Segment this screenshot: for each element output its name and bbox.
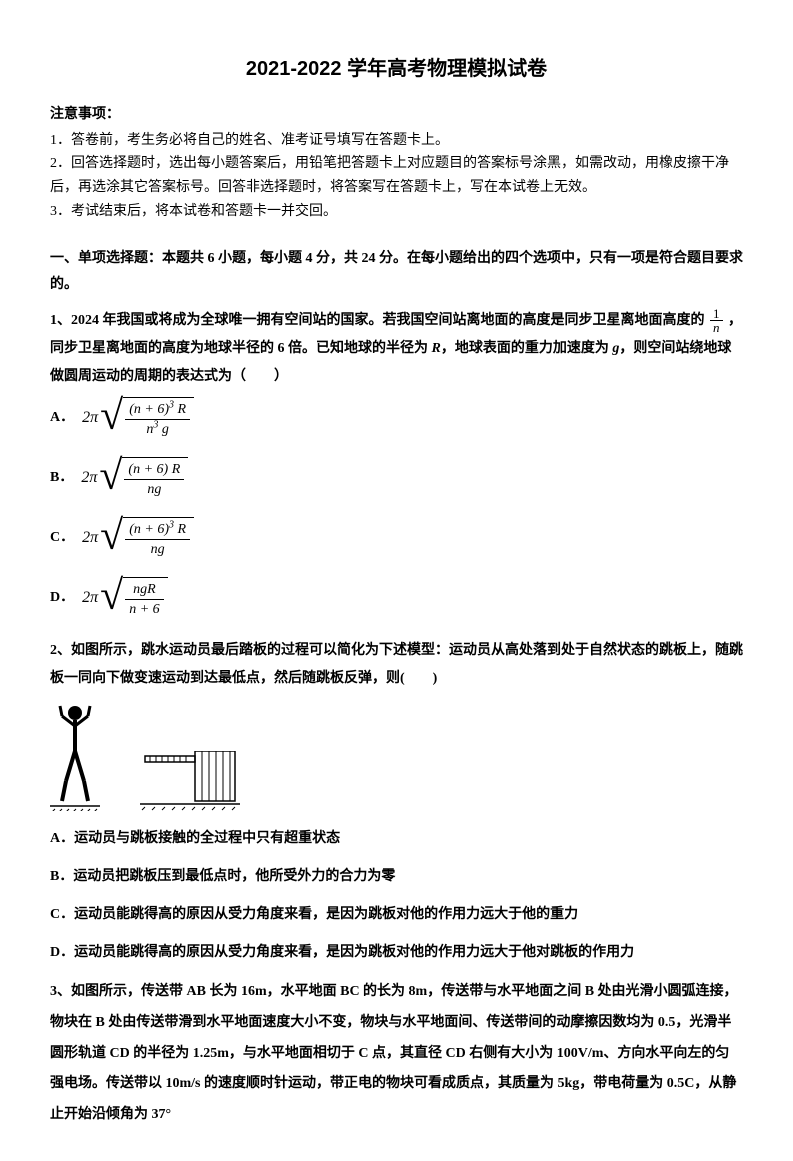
notice-item-3: 3．考试结束后，将本试卷和答题卡一并交回。	[50, 200, 743, 224]
q1-option-b: B． 2π √ (n + 6) R ng	[50, 457, 743, 499]
q1-opt-b-label: B．	[50, 465, 73, 492]
q1-opt-b-formula: 2π √ (n + 6) R ng	[81, 457, 188, 499]
q1-frac-num: 1	[710, 307, 723, 321]
q2-option-d: D．运动员能跳得高的原因从受力角度来看，是因为跳板对他的作用力远大于他对跳板的作…	[50, 939, 743, 967]
diver-figure-icon	[50, 701, 100, 811]
q1-fraction-1n: 1 n	[710, 307, 723, 334]
q1-options: A． 2π √ (n + 6)3 R n3 g B． 2π √	[50, 397, 743, 619]
question-1: 1、2024 年我国或将成为全球唯一拥有空间站的国家。若我国空间站离地面的高度是…	[50, 307, 743, 391]
notice-item-2: 2．回答选择题时，选出每小题答案后，用铅笔把答题卡上对应题目的答案标号涂黑，如需…	[50, 152, 743, 200]
q1-option-c: C． 2π √ (n + 6)3 R ng	[50, 517, 743, 559]
q1-opt-a-formula: 2π √ (n + 6)3 R n3 g	[82, 397, 194, 439]
q1-opt-a-label: A．	[50, 405, 74, 432]
diving-board-icon	[140, 751, 240, 811]
q2-option-b: B．运动员把跳板压到最低点时，他所受外力的合力为零	[50, 863, 743, 891]
q2-figure	[50, 701, 743, 811]
q1-text-prefix: 1、2024 年我国或将成为全球唯一拥有空间站的国家。若我国空间站离地面的高度是…	[50, 313, 705, 328]
q1-option-d: D． 2π √ ngR n + 6	[50, 577, 743, 619]
q1-R: R	[432, 341, 441, 356]
question-2: 2、如图所示，跳水运动员最后踏板的过程可以简化为下述模型：运动员从高处落到处于自…	[50, 637, 743, 693]
exam-title: 2021-2022 学年高考物理模拟试卷	[50, 50, 743, 88]
section-1-header: 一、单项选择题：本题共 6 小题，每小题 4 分，共 24 分。在每小题给出的四…	[50, 246, 743, 299]
q1-opt-c-label: C．	[50, 525, 74, 552]
question-3: 3、如图所示，传送带 AB 长为 16m，水平地面 BC 的长为 8m，传送带与…	[50, 977, 743, 1131]
notice-item-1: 1．答卷前，考生务必将自己的姓名、准考证号填写在答题卡上。	[50, 129, 743, 153]
q1-frac-den: n	[710, 321, 723, 334]
q1-opt-d-label: D．	[50, 585, 74, 612]
q1-opt-d-formula: 2π √ ngR n + 6	[82, 577, 168, 619]
q1-option-a: A． 2π √ (n + 6)3 R n3 g	[50, 397, 743, 439]
notice-header: 注意事项：	[50, 102, 743, 129]
q1-opt-c-formula: 2π √ (n + 6)3 R ng	[82, 517, 194, 559]
q2-option-c: C．运动员能跳得高的原因从受力角度来看，是因为跳板对他的作用力远大于他的重力	[50, 901, 743, 929]
q1-text-mid2: ，地球表面的重力加速度为	[441, 341, 613, 356]
q2-option-a: A．运动员与跳板接触的全过程中只有超重状态	[50, 825, 743, 853]
